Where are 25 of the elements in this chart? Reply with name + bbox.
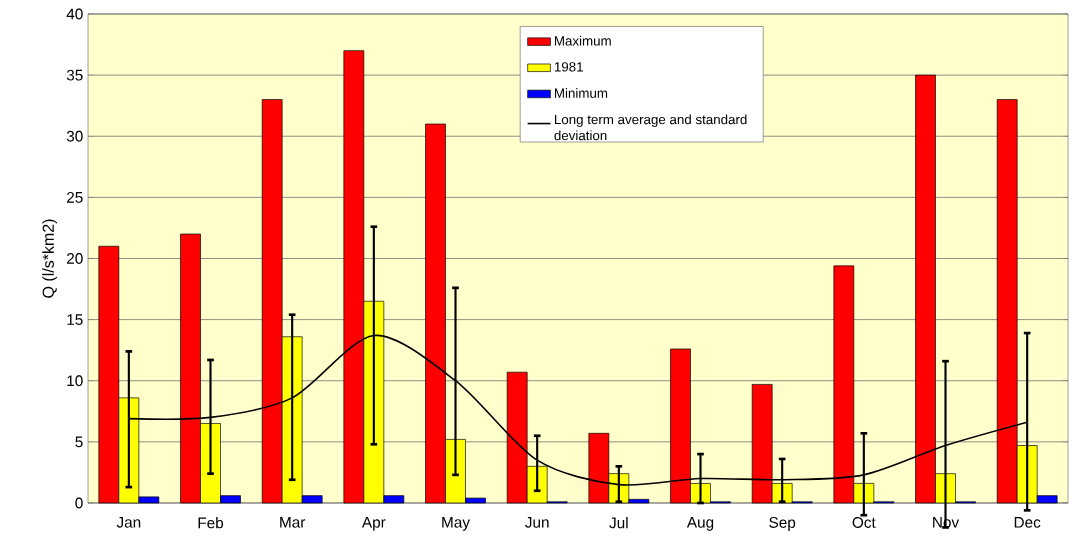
x-tick-label: Apr bbox=[361, 517, 386, 531]
y-tick-label: 0 bbox=[75, 497, 83, 509]
x-tick-label: Aug bbox=[686, 517, 714, 531]
legend-label: Long term average and standard deviation bbox=[554, 114, 747, 141]
x-tick-label: Mar bbox=[280, 517, 306, 528]
y-axis-title: Q (l/s*km2) bbox=[42, 219, 58, 298]
legend-label: Maximum bbox=[554, 35, 611, 46]
x-tick-label: May bbox=[442, 517, 470, 531]
y-tick-label: 15 bbox=[67, 314, 83, 325]
x-tick-label: Sep bbox=[769, 517, 796, 531]
y-tick-label: 40 bbox=[66, 8, 83, 20]
x-tick-label: Feb bbox=[198, 517, 224, 529]
y-tick-label: 35 bbox=[66, 69, 83, 81]
x-tick-label: Oct bbox=[852, 517, 876, 528]
y-tick-label: 10 bbox=[67, 375, 83, 387]
x-tick-label: Jan bbox=[116, 517, 141, 528]
x-tick-label: Dec bbox=[1014, 517, 1041, 528]
legend-label: Minimum bbox=[554, 88, 608, 98]
y-tick-label: 30 bbox=[66, 130, 83, 142]
y-tick-label: 25 bbox=[67, 191, 83, 203]
y-tick-label: 5 bbox=[75, 436, 83, 448]
x-tick-label: Jun bbox=[525, 517, 549, 528]
y-tick-label: 20 bbox=[67, 253, 83, 264]
x-tick-label: Jul bbox=[609, 517, 628, 529]
legend-label: 1981 bbox=[554, 62, 583, 72]
